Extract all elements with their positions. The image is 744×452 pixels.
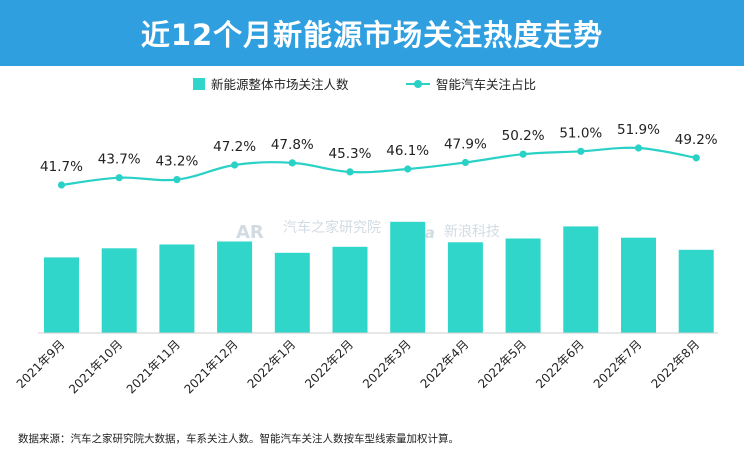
line-data-label-12: 49.2%: [675, 132, 718, 148]
x-tick-label-1: 2021年9月: [14, 337, 68, 391]
line-point-3: [173, 176, 181, 184]
line-point-9: [519, 150, 527, 158]
line-data-label-3: 43.2%: [155, 154, 198, 170]
x-tick-label-7: 2022年3月: [360, 337, 414, 391]
bar-7: [390, 221, 426, 333]
line-data-label-8: 47.9%: [444, 137, 487, 153]
x-tick-label-6: 2022年2月: [302, 337, 356, 391]
x-tick-label-4: 2021年12月: [181, 337, 240, 396]
line-data-label-2: 43.7%: [98, 152, 141, 168]
x-tick-label-2: 2021年10月: [66, 337, 125, 396]
legend-item-line: 智能汽车关注占比: [406, 74, 536, 93]
line-point-6: [346, 168, 354, 176]
line-point-5: [288, 159, 296, 167]
watermark-logo: AR: [236, 222, 264, 243]
line-data-label-1: 41.7%: [40, 159, 83, 175]
line-point-4: [231, 161, 239, 169]
line-point-1: [57, 181, 66, 189]
x-tick-label-8: 2022年4月: [418, 337, 472, 391]
x-tick-label-9: 2022年5月: [475, 337, 529, 391]
line-point-11: [634, 144, 643, 152]
legend-bar-swatch: [193, 77, 205, 90]
line-point-7: [404, 165, 412, 173]
x-tick-label-10: 2022年6月: [533, 337, 587, 391]
bar-11: [621, 237, 656, 333]
line-data-label-9: 50.2%: [502, 128, 545, 144]
line-data-label-7: 46.1%: [386, 143, 429, 159]
line-data-label-10: 51.0%: [559, 125, 602, 141]
line-data-label-11: 51.9%: [617, 122, 660, 138]
x-tick-label-5: 2022年1月: [245, 337, 299, 391]
bar-1: [44, 257, 79, 333]
bar-6: [332, 246, 368, 333]
bar-12: [678, 249, 714, 333]
watermark-sina-text: 新浪科技: [444, 224, 500, 240]
line-data-label-4: 47.2%: [213, 139, 256, 155]
bar-8: [447, 242, 483, 334]
chart-title: 近12个月新能源市场关注热度走势: [0, 0, 744, 66]
legend-bar-label: 新能源整体市场关注人数: [211, 77, 349, 92]
bar-3: [159, 244, 195, 333]
line-point-8: [461, 158, 469, 167]
watermark: AR 汽车之家研究院 sina 新浪科技: [236, 219, 500, 243]
bar-10: [563, 226, 599, 333]
watermark-source: 汽车之家研究院: [283, 219, 381, 236]
legend-item-bars: 新能源整体市场关注人数: [193, 74, 349, 93]
footnote: 数据来源：汽车之家研究院大数据，车系关注人数。智能汽车关注人数按车型线索量加权计…: [18, 433, 459, 445]
line-point-2: [115, 174, 123, 182]
bar-4: [217, 241, 253, 333]
line-data-label-5: 47.8%: [271, 137, 314, 153]
line-point-12: [692, 154, 700, 162]
legend-line-label: 智能汽车关注占比: [436, 77, 537, 92]
bar-5: [274, 252, 310, 333]
line-point-10: [577, 147, 585, 155]
legend-line-swatch: [406, 78, 430, 90]
bar-9: [505, 238, 541, 333]
x-tick-label-3: 2021年11月: [124, 337, 183, 396]
bar-2: [101, 248, 137, 333]
x-tick-label-11: 2022年7月: [591, 337, 645, 391]
x-tick-label-12: 2022年8月: [648, 337, 702, 391]
chart-legend: 新能源整体市场关注人数 智能汽车关注占比: [0, 74, 744, 98]
line-data-label-6: 45.3%: [329, 146, 372, 162]
line-series-path: [61, 146, 697, 187]
